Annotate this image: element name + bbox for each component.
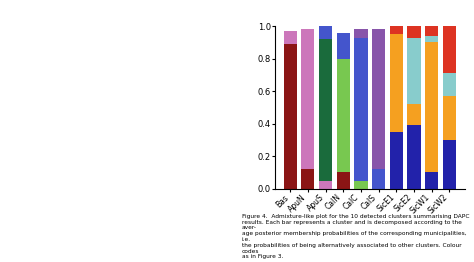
Bar <box>354 181 367 189</box>
Bar <box>337 33 350 59</box>
Bar <box>319 26 332 39</box>
Bar <box>443 96 456 140</box>
Bar <box>354 29 367 37</box>
Bar <box>425 23 438 36</box>
Bar <box>443 140 456 189</box>
Bar <box>390 26 403 34</box>
Bar <box>319 39 332 181</box>
Text: Figure 4.  Admixture-like plot for the 10 detected clusters summarising DAPC
res: Figure 4. Admixture-like plot for the 10… <box>242 214 469 259</box>
Bar <box>407 104 420 125</box>
Bar <box>443 25 456 73</box>
Bar <box>319 181 332 189</box>
Bar <box>390 34 403 132</box>
Bar <box>425 42 438 172</box>
Bar <box>337 59 350 172</box>
Bar <box>354 37 367 181</box>
Bar <box>372 169 385 189</box>
Bar <box>301 169 314 189</box>
Bar <box>407 26 420 37</box>
Bar <box>283 31 297 44</box>
Bar <box>425 172 438 189</box>
Bar <box>425 36 438 42</box>
Bar <box>407 125 420 189</box>
Bar <box>443 73 456 96</box>
Bar <box>337 172 350 189</box>
Bar <box>390 132 403 189</box>
Bar <box>407 37 420 104</box>
Bar <box>283 44 297 189</box>
Bar <box>372 29 385 169</box>
Bar <box>301 29 314 169</box>
